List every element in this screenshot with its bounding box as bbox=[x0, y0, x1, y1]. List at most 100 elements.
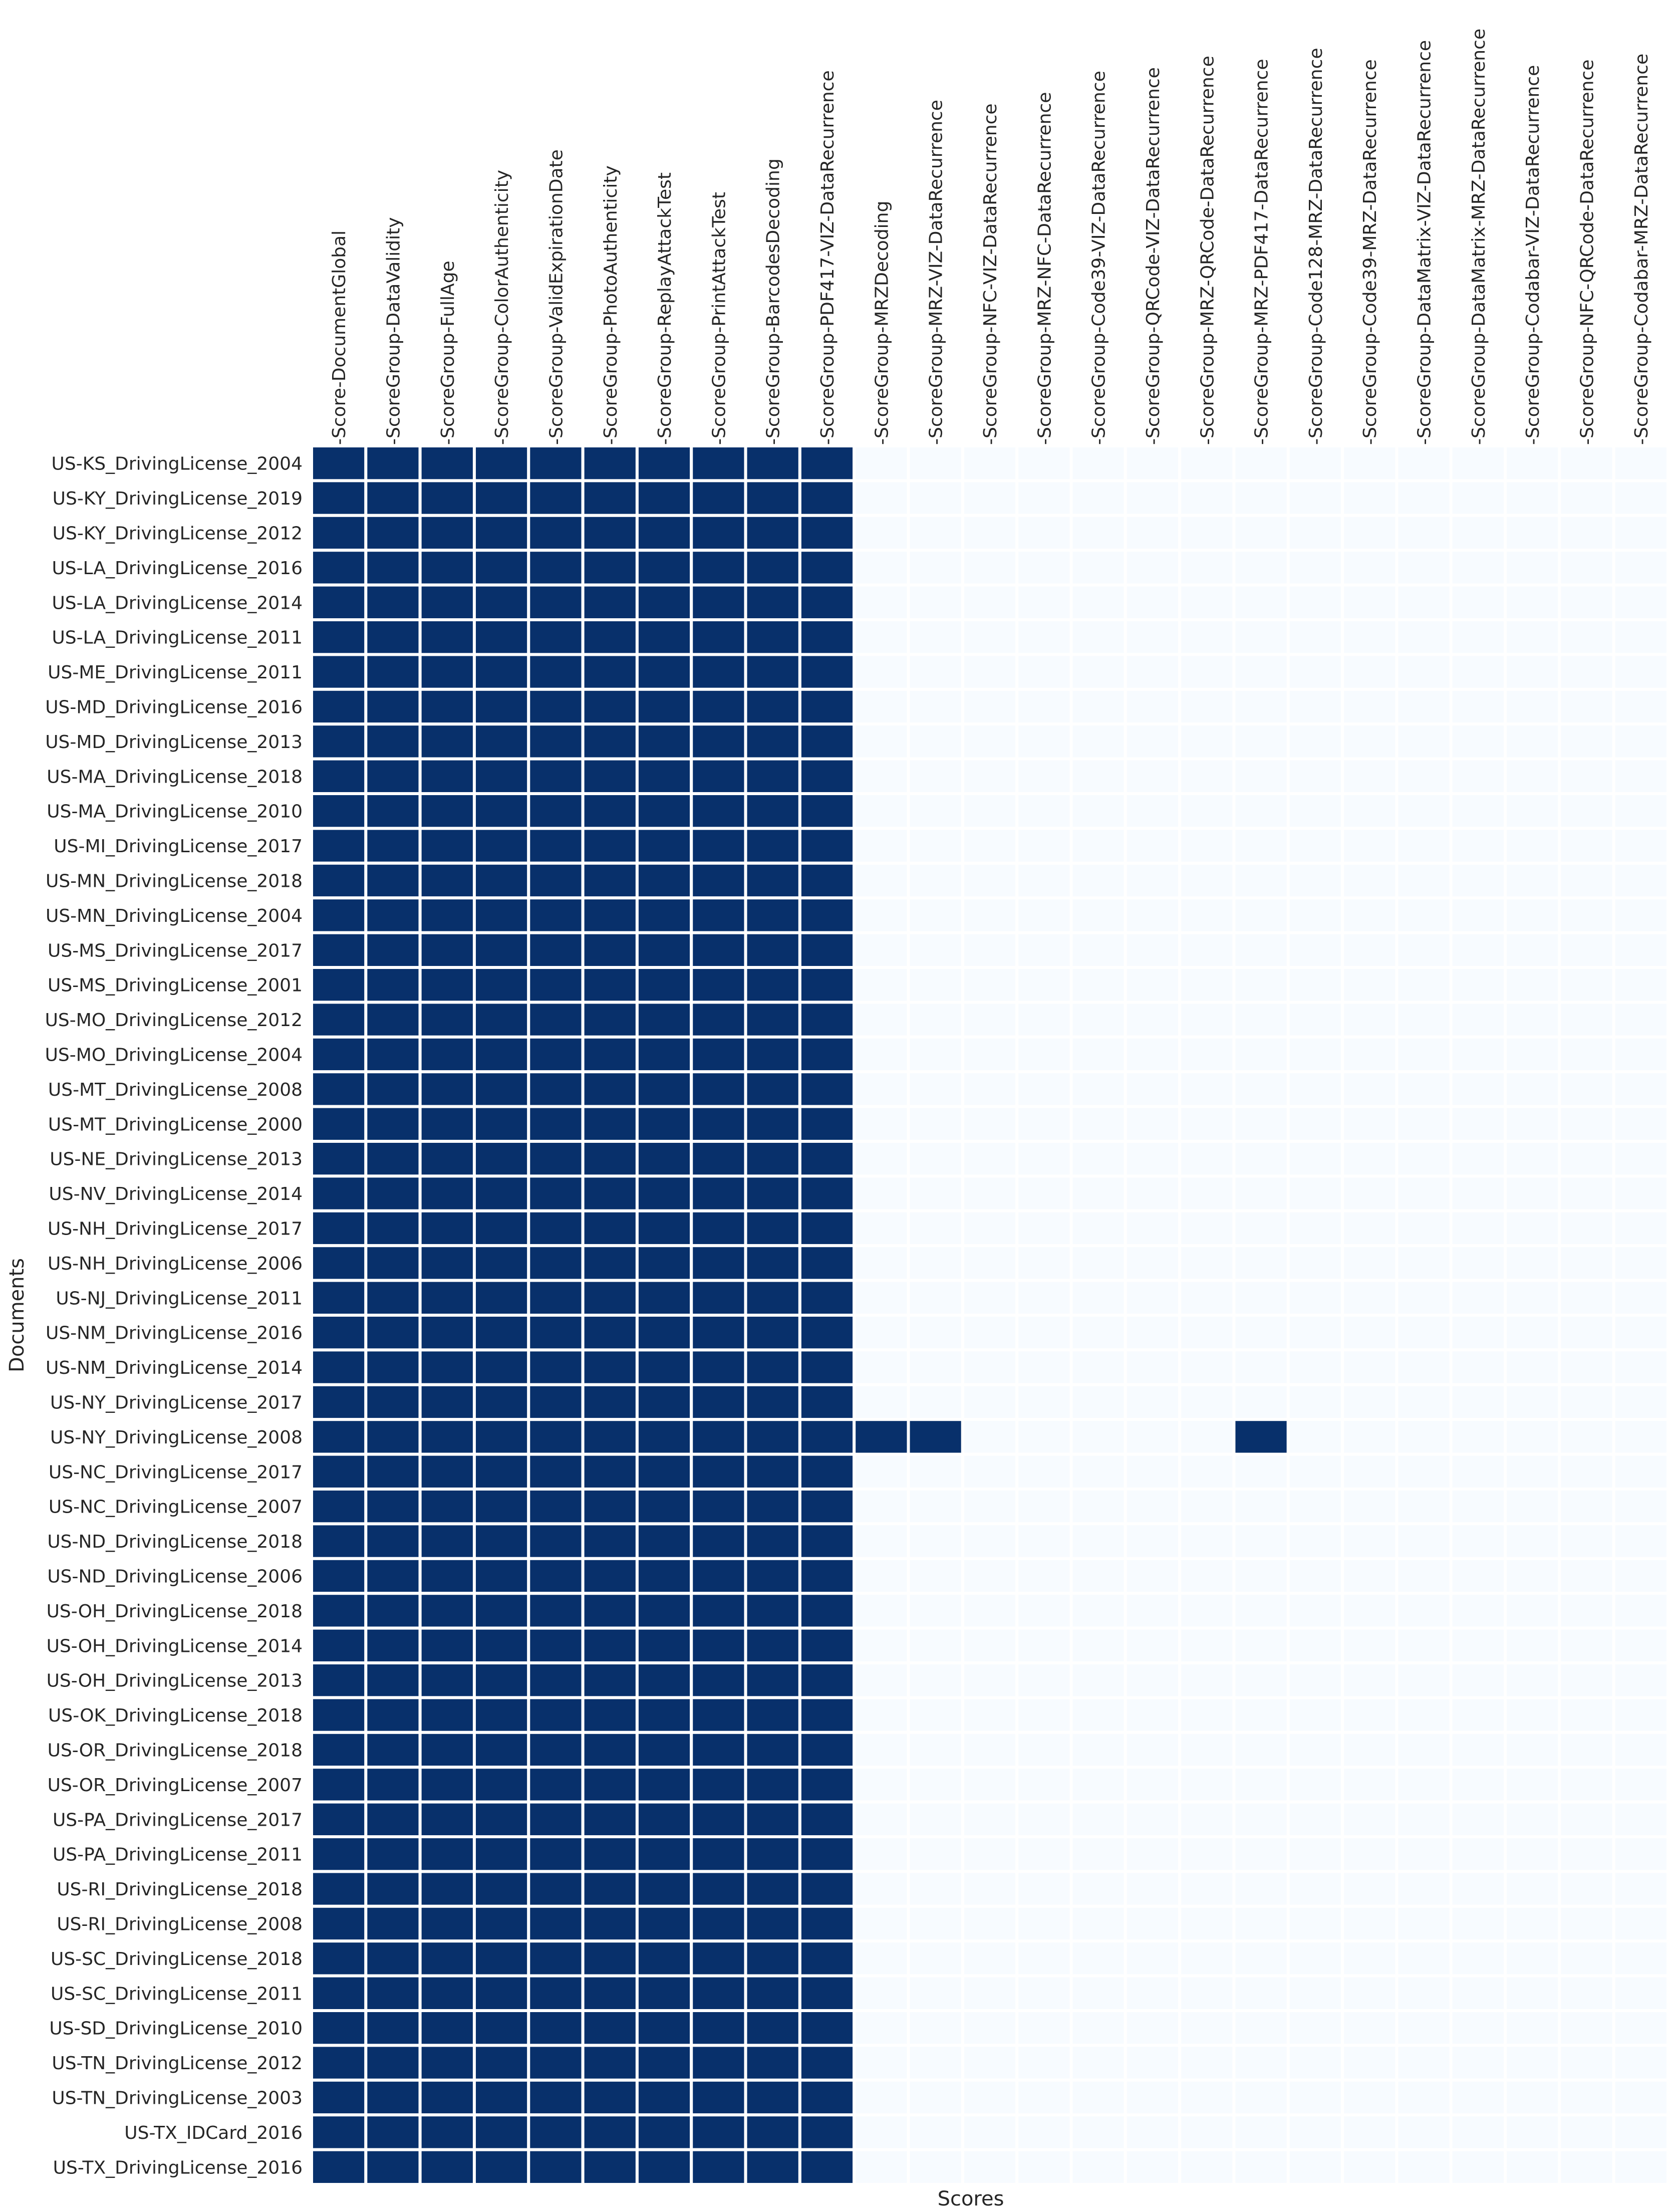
heatmap-cell bbox=[1612, 861, 1669, 900]
y-tick-label: US-SC_DrivingLicense_2018 bbox=[51, 1949, 303, 1970]
y-tick-label: US-NJ_DrivingLicense_2011 bbox=[56, 1288, 303, 1309]
heatmap-cell bbox=[364, 1974, 422, 2013]
heatmap-cell bbox=[853, 1418, 910, 1456]
heatmap-cell bbox=[1178, 653, 1236, 691]
heatmap-cell bbox=[1178, 1244, 1236, 1282]
heatmap-cell bbox=[1341, 1835, 1399, 1873]
heatmap-cell bbox=[1124, 1731, 1182, 1769]
heatmap-cell bbox=[1558, 827, 1615, 865]
heatmap-cell bbox=[1449, 1904, 1507, 1943]
heatmap-cell bbox=[1286, 1452, 1344, 1491]
heatmap-cell bbox=[1341, 1418, 1399, 1456]
heatmap-cell bbox=[1178, 687, 1236, 726]
heatmap-cell bbox=[1286, 966, 1344, 1004]
heatmap-cell bbox=[1178, 1696, 1236, 1734]
heatmap-cell bbox=[1395, 2009, 1453, 2047]
heatmap-cell bbox=[1341, 1939, 1399, 1978]
heatmap-cell bbox=[1286, 1557, 1344, 1595]
heatmap-cell bbox=[690, 1174, 747, 1212]
heatmap-cell bbox=[907, 1870, 964, 1908]
heatmap-cell bbox=[1395, 1279, 1453, 1317]
heatmap-cell bbox=[744, 1348, 801, 1386]
heatmap-cell bbox=[1341, 479, 1399, 517]
heatmap-cell bbox=[853, 1035, 910, 1074]
heatmap-cell bbox=[310, 549, 368, 587]
heatmap-cell bbox=[1504, 1731, 1561, 1769]
heatmap-cell bbox=[1178, 2113, 1236, 2151]
heatmap-cell bbox=[961, 687, 1019, 726]
heatmap-cell bbox=[310, 1140, 368, 1178]
heatmap-cell bbox=[744, 687, 801, 726]
y-axis-label: Documents bbox=[6, 1258, 29, 1373]
heatmap-cell bbox=[1449, 1870, 1507, 1908]
heatmap-cell bbox=[1612, 1904, 1669, 1943]
heatmap-cell bbox=[581, 1279, 639, 1317]
heatmap-cell bbox=[418, 1383, 476, 1421]
heatmap-cell bbox=[364, 1626, 422, 1665]
heatmap-cell bbox=[961, 2009, 1019, 2047]
heatmap-cell bbox=[472, 1452, 530, 1491]
heatmap-cell bbox=[798, 549, 856, 587]
heatmap-cell bbox=[1286, 1661, 1344, 1699]
heatmap-cell bbox=[1395, 1557, 1453, 1595]
heatmap-cell bbox=[1015, 1279, 1073, 1317]
heatmap-cell bbox=[1232, 1209, 1290, 1248]
heatmap-cell bbox=[798, 931, 856, 969]
heatmap-cell bbox=[961, 757, 1019, 795]
heatmap-cell bbox=[635, 1105, 693, 1143]
heatmap-cell bbox=[853, 1279, 910, 1317]
heatmap-cell bbox=[364, 1314, 422, 1352]
heatmap-cell bbox=[581, 444, 639, 482]
heatmap-cell bbox=[635, 1070, 693, 1108]
heatmap-cell bbox=[1504, 757, 1561, 795]
heatmap-cell bbox=[1558, 1800, 1615, 1839]
heatmap-cell bbox=[1015, 966, 1073, 1004]
heatmap-cell bbox=[690, 861, 747, 900]
heatmap-cell bbox=[1449, 1140, 1507, 1178]
heatmap-cell bbox=[1069, 1800, 1127, 1839]
y-tick-label: US-MD_DrivingLicense_2013 bbox=[45, 732, 303, 753]
heatmap-cell bbox=[907, 1835, 964, 1873]
heatmap-cell bbox=[472, 1592, 530, 1630]
heatmap-cell bbox=[1015, 1592, 1073, 1630]
heatmap-cell bbox=[635, 966, 693, 1004]
heatmap-cell bbox=[798, 479, 856, 517]
heatmap-cell bbox=[418, 722, 476, 761]
heatmap-cell bbox=[1015, 861, 1073, 900]
heatmap-cell bbox=[1504, 1835, 1561, 1873]
heatmap-cell bbox=[418, 1974, 476, 2013]
heatmap-cell bbox=[853, 1348, 910, 1386]
heatmap-cell bbox=[364, 1383, 422, 1421]
heatmap-cell bbox=[581, 1105, 639, 1143]
heatmap-cell bbox=[1395, 757, 1453, 795]
heatmap-cell bbox=[310, 1174, 368, 1212]
heatmap-cell bbox=[1015, 931, 1073, 969]
heatmap-cell bbox=[472, 1488, 530, 1526]
x-tick-label: -ScoreGroup-Code39-MRZ-DataRecurrence bbox=[1360, 59, 1380, 445]
heatmap-cell bbox=[1395, 1452, 1453, 1491]
heatmap-cell bbox=[1178, 722, 1236, 761]
heatmap-cell bbox=[1341, 861, 1399, 900]
heatmap-cell bbox=[744, 1870, 801, 1908]
heatmap-cell bbox=[1449, 479, 1507, 517]
heatmap-cell bbox=[690, 1731, 747, 1769]
heatmap-cell bbox=[1178, 1731, 1236, 1769]
heatmap-cell bbox=[364, 1488, 422, 1526]
heatmap-cell bbox=[364, 1348, 422, 1386]
heatmap-cell bbox=[310, 1488, 368, 1526]
heatmap-cell bbox=[690, 2078, 747, 2117]
heatmap-cell bbox=[1558, 966, 1615, 1004]
heatmap-cell bbox=[1232, 861, 1290, 900]
heatmap-cell bbox=[527, 1418, 585, 1456]
heatmap-cell bbox=[907, 1001, 964, 1039]
heatmap-cell bbox=[690, 549, 747, 587]
heatmap-cell bbox=[364, 1035, 422, 1074]
heatmap-cell bbox=[1124, 1383, 1182, 1421]
heatmap-cell bbox=[853, 1244, 910, 1282]
heatmap-cell bbox=[1232, 792, 1290, 830]
y-tick-label: US-NC_DrivingLicense_2007 bbox=[49, 1497, 303, 1518]
heatmap-cell bbox=[907, 1696, 964, 1734]
heatmap-cell bbox=[1341, 618, 1399, 656]
heatmap-cell bbox=[1395, 1244, 1453, 1282]
heatmap-cell bbox=[1449, 1522, 1507, 1560]
